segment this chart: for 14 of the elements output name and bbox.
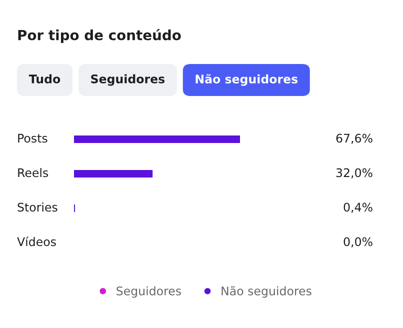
- chart-title: Por tipo de conteúdo: [18, 29, 181, 43]
- data-label: 0,0%: [344, 237, 372, 248]
- data-label: 32,0%: [336, 168, 372, 178]
- data-label: 67,6%: [336, 134, 372, 144]
- text: Seguidores: [91, 74, 165, 86]
- y-tick-label: Vídeos: [17, 236, 56, 246]
- y-tick-label: Reels: [18, 168, 48, 178]
- legend-label: Não seguidores: [222, 286, 312, 298]
- data-label: 0,4%: [344, 202, 372, 213]
- y-tick-label: Posts: [18, 134, 48, 143]
- legend-label: Seguidores: [116, 286, 181, 298]
- text: Tudo: [28, 74, 60, 84]
- y-tick-label: Stories: [18, 202, 58, 212]
- text: Não seguidores: [196, 74, 298, 86]
